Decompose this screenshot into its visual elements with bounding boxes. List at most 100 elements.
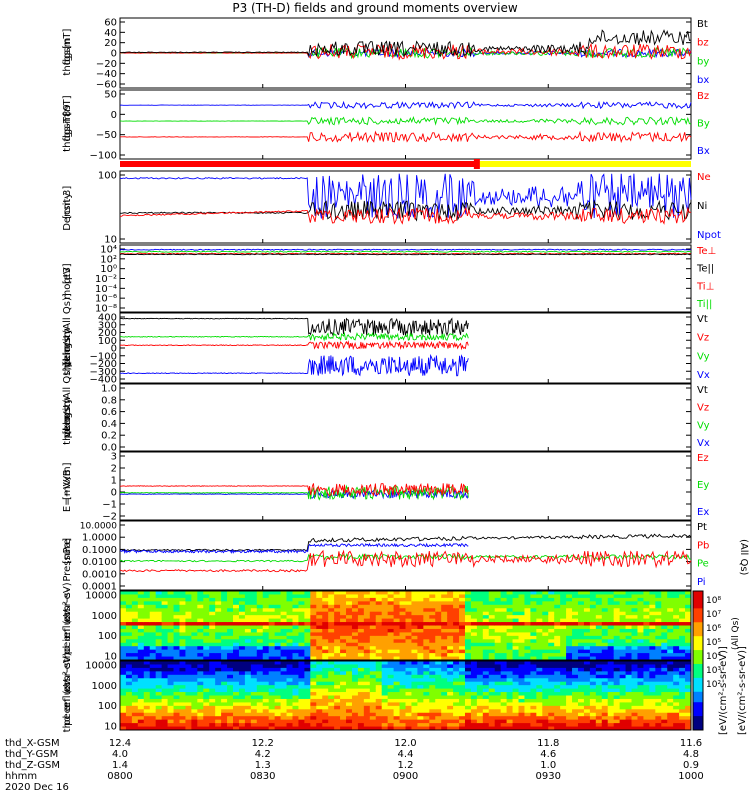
spectrogram-cell xyxy=(381,695,389,700)
spectrogram-cell xyxy=(530,712,537,717)
spectrogram-cell xyxy=(155,625,163,630)
spectrogram-cell xyxy=(161,618,168,623)
spectrogram-cell xyxy=(131,692,139,696)
spectrogram-cell xyxy=(625,716,632,721)
spectrogram-cell xyxy=(399,639,406,644)
spectrogram-cell xyxy=(357,692,365,696)
spectrogram-cell xyxy=(631,646,638,651)
spectrogram-cell xyxy=(673,723,680,727)
spectrogram-cell xyxy=(518,678,525,683)
spectrogram-cell xyxy=(304,688,311,693)
spectrogram-cell xyxy=(488,712,496,717)
spectrogram-cell xyxy=(173,667,180,672)
spectrogram-cell xyxy=(459,671,466,676)
spectrogram-cell xyxy=(340,656,347,661)
spectrogram-cell xyxy=(125,698,133,703)
spectrogram-cell xyxy=(631,692,638,696)
spectrogram-cell xyxy=(351,698,359,703)
spectrogram-cell xyxy=(393,615,400,619)
spectrogram-cell xyxy=(203,622,210,626)
spectrogram-cell xyxy=(429,685,436,689)
spectrogram-cell xyxy=(310,639,317,644)
spectrogram-cell xyxy=(595,667,603,672)
spectrogram-cell xyxy=(518,726,525,731)
spectrogram-cell xyxy=(262,625,270,630)
spectrogram-cell xyxy=(459,702,466,707)
spectrogram-cell xyxy=(667,642,674,647)
spectrogram-cell xyxy=(161,671,168,676)
spectrogram-cell xyxy=(685,653,692,657)
spectrogram-cell xyxy=(619,646,626,651)
spectrogram-cell xyxy=(619,709,626,714)
spectrogram-cell xyxy=(357,601,365,606)
spectrogram-cell xyxy=(560,639,567,644)
spectrogram-cell xyxy=(524,611,531,616)
spectrogram-cell xyxy=(173,723,180,727)
spectrogram-cell xyxy=(470,719,478,724)
spectrogram-cell xyxy=(274,601,281,606)
spectrogram-cell xyxy=(679,597,686,602)
spectrogram-cell xyxy=(209,661,216,665)
spectrogram-cell xyxy=(429,688,436,693)
spectrogram-cell xyxy=(185,628,192,633)
spectrogram-cell xyxy=(613,642,621,647)
spectrogram-cell xyxy=(238,723,246,727)
y-tick-label: 0 xyxy=(111,344,117,355)
spectrogram-cell xyxy=(256,635,264,640)
spectrogram-cell xyxy=(423,674,430,679)
spectrogram-cell xyxy=(298,705,305,710)
spectrogram-cell xyxy=(357,674,365,679)
spectrogram-cell xyxy=(566,594,573,599)
spectrogram-cell xyxy=(137,591,145,595)
spectrogram-cell xyxy=(351,705,359,710)
spectrogram-cell xyxy=(310,688,317,693)
spectrogram-cell xyxy=(316,664,323,669)
spectrogram-cell xyxy=(185,649,192,654)
spectrogram-cell xyxy=(453,632,460,637)
spectrogram-cell xyxy=(173,705,180,710)
spectrogram-cell xyxy=(649,604,656,609)
spectrogram-cell xyxy=(560,618,567,623)
spectrogram-cell xyxy=(250,681,258,686)
spectrogram-cell xyxy=(375,622,383,626)
spectrogram-cell xyxy=(667,726,674,731)
spectrogram-cell xyxy=(369,625,377,630)
spectrogram-cell xyxy=(238,678,246,683)
spectrogram-cell xyxy=(357,664,365,669)
spectrogram-cell xyxy=(643,674,650,679)
spectrogram-cell xyxy=(173,628,180,633)
spectrogram-cell xyxy=(423,723,430,727)
spectrogram-cell xyxy=(143,653,151,657)
spectrogram-cell xyxy=(470,646,478,651)
spectrogram-cell xyxy=(435,608,442,613)
spectrogram-cell xyxy=(619,622,626,626)
spectrogram-cell xyxy=(459,667,466,672)
spectrogram-cell xyxy=(131,678,139,683)
orbit-row-label: hhmm xyxy=(5,771,37,782)
spectrogram-cell xyxy=(262,716,270,721)
y-axis-label-line: gsm xyxy=(62,328,73,349)
spectrogram-cell xyxy=(215,618,222,623)
y-axis-label-line: gsm xyxy=(62,397,73,418)
spectrogram-cell xyxy=(423,671,430,676)
spectrogram-cell xyxy=(286,726,293,731)
y-tick-label: −1 xyxy=(102,500,117,511)
spectrogram-cell xyxy=(250,618,258,623)
spectrogram-cell xyxy=(476,632,484,637)
spectrogram-cell xyxy=(203,695,210,700)
spectrogram-cell xyxy=(679,632,686,637)
spectrogram-cell xyxy=(209,653,216,657)
spectrogram-cell xyxy=(393,653,400,657)
spectrogram-cell xyxy=(435,618,442,623)
spectrogram-cell xyxy=(173,615,180,619)
spectrogram-cell xyxy=(280,719,287,724)
spectrogram-cell xyxy=(221,622,228,626)
spectrogram-cell xyxy=(649,656,656,661)
spectrogram-cell xyxy=(322,723,329,727)
spectrogram-cell xyxy=(423,646,430,651)
spectrogram-cell xyxy=(494,628,502,633)
spectrogram-cell xyxy=(429,692,436,696)
spectrogram-cell xyxy=(375,608,383,613)
spectrogram-cell xyxy=(679,639,686,644)
spectrogram-cell xyxy=(161,716,168,721)
